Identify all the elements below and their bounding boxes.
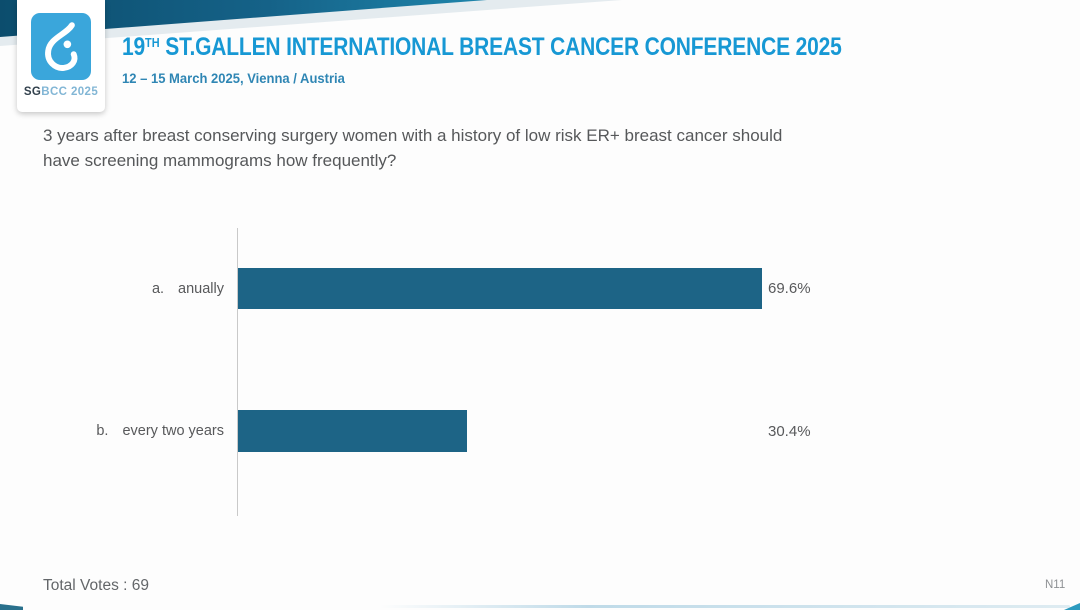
poll-question-line1: 3 years after breast conserving surgery … — [43, 126, 783, 145]
bar-label-annually: a. anually — [0, 268, 224, 309]
total-votes: Total Votes : 69 — [43, 577, 149, 594]
bar-value-every-two-years: 30.4% — [768, 422, 811, 440]
logo-caption-rest: BCC 2025 — [41, 86, 99, 98]
conference-subtitle: 12 – 15 March 2025, Vienna / Austria — [122, 70, 345, 86]
title-number: 19 — [122, 33, 146, 61]
poll-question-line2: have screening mammograms how frequently… — [43, 151, 397, 170]
bottom-right-corner-accent — [1064, 603, 1080, 610]
conference-title: 19TH ST.GALLEN INTERNATIONAL BREAST CANC… — [122, 33, 842, 62]
sgbcc-logo-card: SGBCC 2025 — [17, 0, 105, 112]
option-letter-b: b. — [96, 423, 109, 439]
header: 19TH ST.GALLEN INTERNATIONAL BREAST CANC… — [122, 33, 979, 86]
title-ordinal: TH — [145, 35, 160, 50]
bar-label-every-two-years: b. every two years — [0, 410, 224, 452]
slide-code: N11 — [1045, 579, 1066, 591]
option-text-a: anually — [178, 280, 224, 297]
bar-annually — [238, 268, 762, 309]
breast-droplet-icon — [45, 21, 78, 71]
bottom-left-corner-accent — [0, 604, 23, 610]
bottom-accent-streak — [380, 605, 1070, 608]
option-text-b: every two years — [122, 423, 224, 439]
title-rest: ST.GALLEN INTERNATIONAL BREAST CANCER CO… — [159, 33, 842, 61]
option-letter-a: a. — [151, 280, 165, 297]
poll-question: 3 years after breast conserving surgery … — [43, 123, 963, 173]
bar-value-annually: 69.6% — [768, 280, 811, 297]
logo-caption: SGBCC 2025 — [24, 86, 98, 98]
logo-caption-sg: SG — [23, 86, 42, 98]
sgbcc-logo-icon — [31, 13, 91, 80]
chart-axis-line — [237, 228, 238, 516]
bar-every-two-years — [238, 410, 467, 452]
